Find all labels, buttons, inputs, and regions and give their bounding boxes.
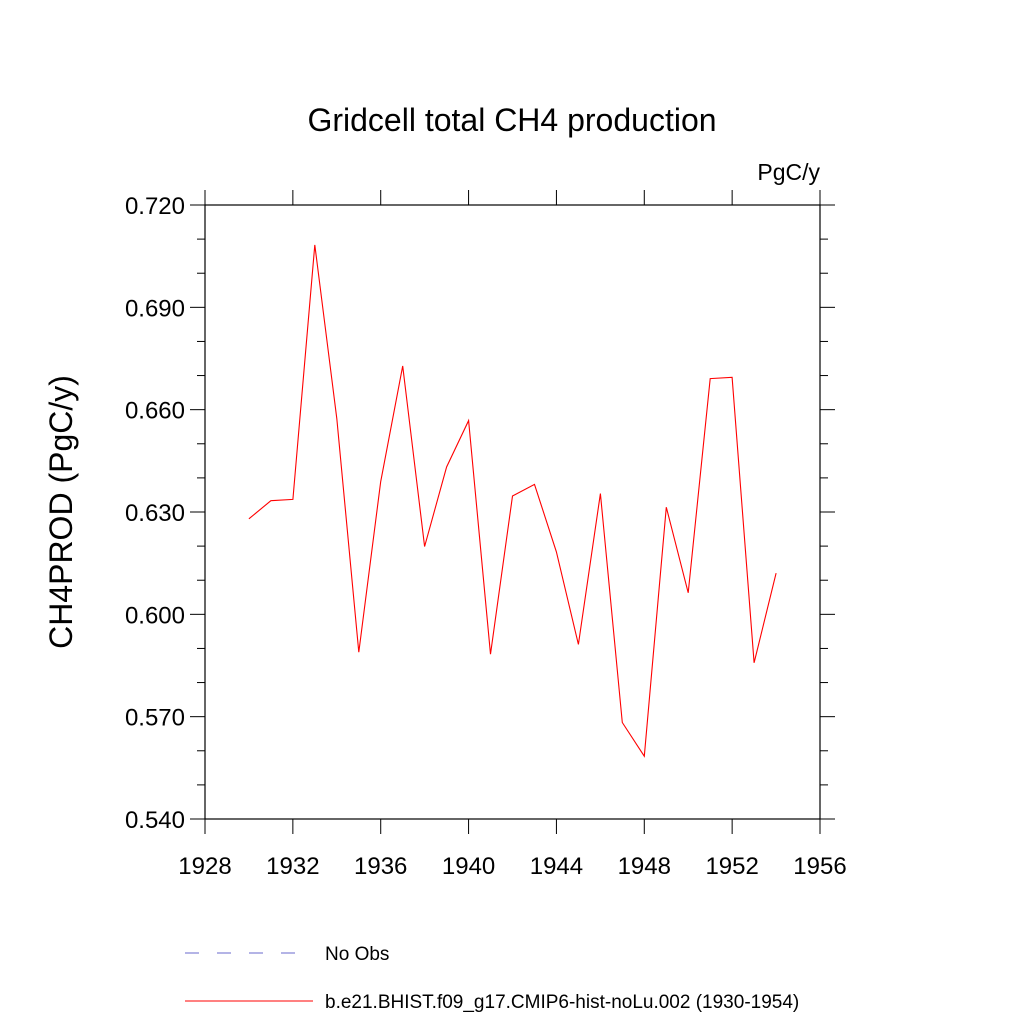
data-point	[424, 546, 425, 547]
data-point	[248, 518, 249, 519]
y-tick-label: 0.690	[125, 295, 185, 322]
data-point	[270, 500, 271, 501]
x-tick-label: 1940	[442, 853, 495, 880]
data-point	[556, 551, 557, 552]
data-point	[775, 572, 776, 573]
data-point	[292, 499, 293, 500]
data-point	[402, 365, 403, 366]
plot-frame	[204, 204, 821, 820]
y-tick-label: 0.660	[125, 398, 185, 425]
data-point	[490, 654, 491, 655]
data-point	[534, 484, 535, 485]
x-axis-ticks: 1928 1932 1936 1940 1944 1948 1952 1956	[178, 190, 847, 880]
data-point	[512, 495, 513, 496]
data-point	[754, 662, 755, 663]
data-point	[314, 244, 315, 245]
data-point	[688, 592, 689, 593]
data-point	[578, 644, 579, 645]
data-point	[380, 481, 381, 482]
data-point	[732, 377, 733, 378]
data-point	[644, 756, 645, 757]
data-point	[600, 493, 601, 494]
units-label: PgC/y	[757, 159, 820, 185]
y-axis-label: CH4PROD (PgC/y)	[43, 375, 79, 649]
y-tick-label: 0.600	[125, 602, 185, 629]
y-tick-label: 0.630	[125, 500, 185, 527]
y-tick-label: 0.540	[125, 807, 185, 834]
x-tick-label: 1932	[266, 853, 319, 880]
x-tick-label: 1936	[354, 853, 407, 880]
y-axis-ticks: 0.540 0.570 0.600 0.630 0.660 0.690 0.720	[125, 193, 835, 834]
x-tick-label: 1948	[618, 853, 671, 880]
legend-label-no-obs: No Obs	[325, 944, 389, 965]
y-tick-label: 0.720	[125, 193, 185, 220]
series-layer	[248, 244, 777, 758]
data-point	[666, 507, 667, 508]
x-tick-label: 1952	[705, 853, 758, 880]
legend: No Obs b.e21.BHIST.f09_g17.CMIP6-hist-no…	[185, 944, 799, 1013]
legend-label-series: b.e21.BHIST.f09_g17.CMIP6-hist-noLu.002 …	[325, 992, 799, 1013]
data-point	[446, 466, 447, 467]
data-point	[336, 418, 337, 419]
data-point	[622, 722, 623, 723]
chart-title: Gridcell total CH4 production	[307, 102, 716, 138]
y-tick-label: 0.570	[125, 705, 185, 732]
x-tick-label: 1956	[793, 853, 846, 880]
x-tick-label: 1928	[178, 853, 231, 880]
data-point	[468, 420, 469, 421]
series-line	[248, 244, 777, 758]
data-point	[710, 378, 711, 379]
x-tick-label: 1944	[530, 853, 583, 880]
data-point	[358, 652, 359, 653]
